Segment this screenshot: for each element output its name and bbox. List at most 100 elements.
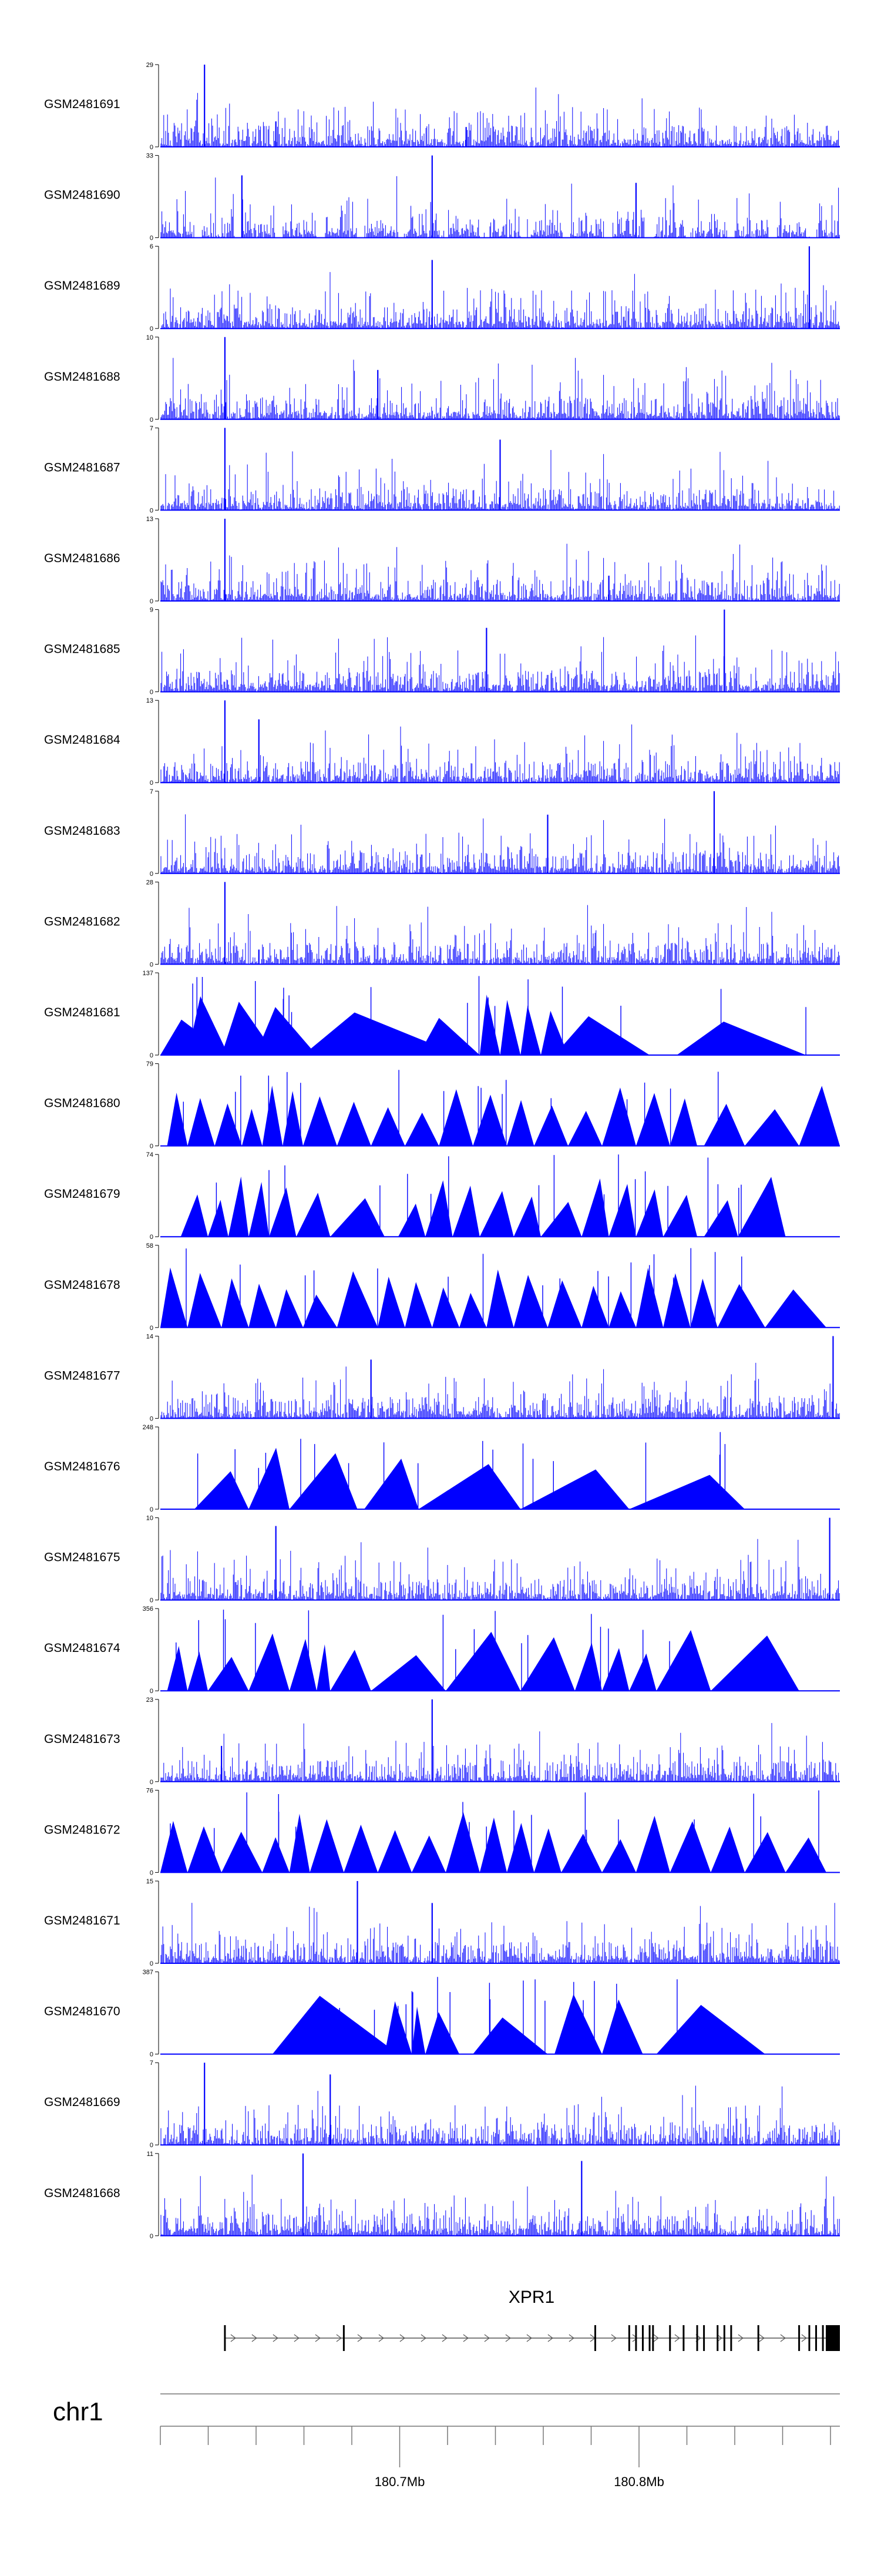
signal-segment xyxy=(302,1012,460,1055)
y-axis-max-label: 9 xyxy=(150,607,153,614)
gene-exon xyxy=(669,2325,671,2351)
signal-segment xyxy=(486,1269,514,1328)
signal-segment xyxy=(412,2006,426,2054)
track-GSM2481684: GSM2481684 13 0 xyxy=(44,697,840,787)
signal-segment xyxy=(663,1194,698,1237)
track-label: GSM2481678 xyxy=(44,1278,120,1292)
signal-segment xyxy=(704,1200,738,1237)
signal-segment xyxy=(554,1994,603,2054)
track-GSM2481683: GSM2481683 7 0 xyxy=(44,788,840,878)
signal-segment xyxy=(445,1631,521,1691)
signal-segment xyxy=(187,1826,222,1873)
signal-segment xyxy=(500,1000,521,1055)
signal-coverage xyxy=(160,1539,840,1600)
y-axis-min-label: 0 xyxy=(150,1869,153,1876)
signal-spikes xyxy=(339,1977,678,2054)
y-axis-min-label: 0 xyxy=(150,1415,153,1422)
y-axis-min-label: 0 xyxy=(150,1052,153,1059)
signal-segment xyxy=(248,1447,290,1509)
gene-exon xyxy=(635,2325,637,2351)
signal-segment xyxy=(302,1294,337,1328)
y-axis-min-label: 0 xyxy=(150,507,153,514)
y-axis-max-label: 248 xyxy=(143,1424,153,1431)
track-label: GSM2481691 xyxy=(44,98,120,111)
track-GSM2481681: GSM2481681 137 0 xyxy=(44,970,840,1059)
track-GSM2481686: GSM2481686 13 0 xyxy=(44,516,840,605)
signal-spikes xyxy=(183,1070,719,1146)
y-axis-max-label: 23 xyxy=(146,1697,153,1704)
y-axis-min-label: 0 xyxy=(150,961,153,968)
signal-segment xyxy=(207,1657,249,1691)
signal-segment xyxy=(799,1086,840,1146)
gene-name-label: XPR1 xyxy=(509,2288,554,2307)
track-GSM2481680: GSM2481680 79 0 xyxy=(44,1061,840,1150)
y-axis-max-label: 7 xyxy=(150,425,153,432)
signal-segment xyxy=(275,1289,303,1328)
y-axis-max-label: 79 xyxy=(146,1061,153,1068)
signal-segment xyxy=(507,1823,534,1873)
signal-spikes xyxy=(186,1248,742,1328)
signal-segment xyxy=(241,1109,263,1146)
gene-exon xyxy=(798,2325,801,2351)
gene-exon xyxy=(822,2325,824,2351)
y-axis-max-label: 10 xyxy=(146,334,153,341)
track-GSM2481670: GSM2481670 387 0 xyxy=(44,1969,840,2058)
y-axis-max-label: 7 xyxy=(150,2060,153,2067)
track-label: GSM2481674 xyxy=(44,1641,120,1655)
signal-segment xyxy=(262,1085,283,1146)
signal-segment xyxy=(785,1837,826,1873)
gene-exon-utr xyxy=(826,2325,840,2351)
signal-segment xyxy=(479,1191,514,1237)
y-axis-min-label: 0 xyxy=(150,871,153,878)
gene-exon xyxy=(723,2325,725,2351)
track-label: GSM2481682 xyxy=(44,915,120,928)
y-axis-max-label: 10 xyxy=(146,1515,153,1522)
signal-segment xyxy=(425,2012,460,2054)
signal-segment xyxy=(317,1644,331,1691)
signal-segment xyxy=(378,1277,405,1328)
track-GSM2481678: GSM2481678 58 0 xyxy=(44,1242,840,1332)
track-label: GSM2481671 xyxy=(44,1914,120,1927)
y-axis-min-label: 0 xyxy=(150,2051,153,2058)
signal-segment xyxy=(561,1833,603,1873)
y-axis-min-label: 0 xyxy=(150,689,153,696)
signal-segment xyxy=(704,1103,745,1146)
track-GSM2481679: GSM2481679 74 0 xyxy=(44,1151,840,1241)
track-GSM2481675: GSM2481675 10 0 xyxy=(44,1515,840,1604)
gene-exon xyxy=(224,2325,226,2351)
signal-segment xyxy=(711,1635,799,1691)
track-GSM2481690: GSM2481690 33 0 xyxy=(44,153,840,242)
track-label: GSM2481687 xyxy=(44,461,120,474)
signal-segment xyxy=(207,1200,228,1237)
gene-exon xyxy=(628,2325,630,2351)
y-axis-min-label: 0 xyxy=(150,1688,153,1695)
signal-segment xyxy=(289,1453,358,1509)
signal-segment xyxy=(602,1648,630,1691)
y-axis-max-label: 387 xyxy=(143,1969,153,1976)
signal-segment xyxy=(745,1109,799,1146)
track-label: GSM2481688 xyxy=(44,370,120,384)
signal-segment xyxy=(629,1475,745,1509)
signal-segment xyxy=(581,1285,609,1328)
chromosome-axis: chr1 180.7Mb 180.8Mb xyxy=(53,2393,840,2489)
y-axis-max-label: 58 xyxy=(146,1242,153,1250)
signal-segment xyxy=(520,1637,575,1691)
track-GSM2481672: GSM2481672 76 0 xyxy=(44,1787,840,1876)
track-label: GSM2481686 xyxy=(44,552,120,565)
y-axis-min-label: 0 xyxy=(150,325,153,333)
signal-segment xyxy=(520,1005,541,1055)
signal-segment xyxy=(405,1282,432,1328)
signal-segment xyxy=(378,1830,412,1873)
signal-segment xyxy=(344,1824,378,1873)
signal-segment xyxy=(635,1815,670,1873)
signal-segment xyxy=(670,1821,711,1873)
track-GSM2481674: GSM2481674 356 0 xyxy=(44,1606,840,1695)
gene-exon xyxy=(641,2325,644,2351)
signal-segment xyxy=(513,1196,541,1237)
signal-segment xyxy=(255,1007,317,1055)
track-GSM2481673: GSM2481673 23 0 xyxy=(44,1697,840,1786)
gene-track: XPR1 xyxy=(224,2288,840,2351)
signal-coverage xyxy=(160,1723,840,1782)
